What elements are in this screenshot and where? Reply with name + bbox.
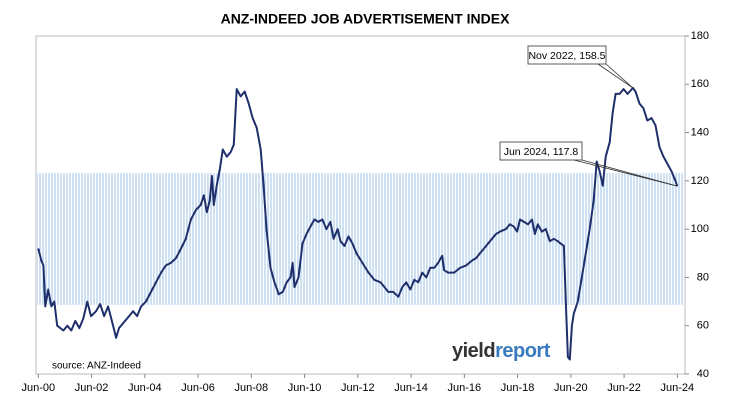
y-tick-label: 40 xyxy=(697,368,709,380)
plot-frame xyxy=(35,35,686,375)
x-tick-label: Jun-14 xyxy=(394,382,428,394)
x-tick-label: Jun-04 xyxy=(128,382,162,394)
data-line xyxy=(37,86,679,361)
logo-part: yield xyxy=(452,340,495,362)
y-tick-label: 140 xyxy=(691,126,709,138)
logo-part: report xyxy=(495,340,551,362)
y-tick-label: 180 xyxy=(691,30,709,42)
callout-text: Jun 2024, 117.8 xyxy=(504,146,579,158)
logo: yieldreport xyxy=(452,340,551,362)
x-tick-label: Jun-02 xyxy=(75,382,109,394)
y-tick-label: 60 xyxy=(697,320,709,332)
x-tick-label: Jun-08 xyxy=(235,382,269,394)
y-tick-label: 160 xyxy=(691,78,709,90)
source-note: source: ANZ-Indeed xyxy=(52,361,141,372)
x-tick-label: Jun-22 xyxy=(607,382,641,394)
x-tick-label: Jun-12 xyxy=(341,382,375,394)
x-tick-label: Jun-00 xyxy=(22,382,56,394)
callout-line xyxy=(605,63,634,89)
callout-box xyxy=(527,45,607,65)
x-tick-label: Jun-18 xyxy=(501,382,535,394)
x-tick-label: Jun-06 xyxy=(181,382,215,394)
y-tick-label: 80 xyxy=(697,271,709,283)
callout-line xyxy=(597,63,634,89)
callout-text: Nov 2022, 158.5 xyxy=(528,50,605,62)
callout-line xyxy=(573,159,678,187)
x-tick-label: Jun-16 xyxy=(448,382,482,394)
y-tick-label: 120 xyxy=(691,175,709,187)
x-tick-label: Jun-20 xyxy=(554,382,588,394)
shaded-band xyxy=(37,173,684,305)
x-tick-label: Jun-10 xyxy=(288,382,322,394)
callout-box xyxy=(499,141,583,161)
y-tick-label: 100 xyxy=(691,223,709,235)
chart-title: ANZ-INDEED JOB ADVERTISEMENT INDEX xyxy=(221,11,511,27)
x-tick-label: Jun-24 xyxy=(661,382,695,394)
